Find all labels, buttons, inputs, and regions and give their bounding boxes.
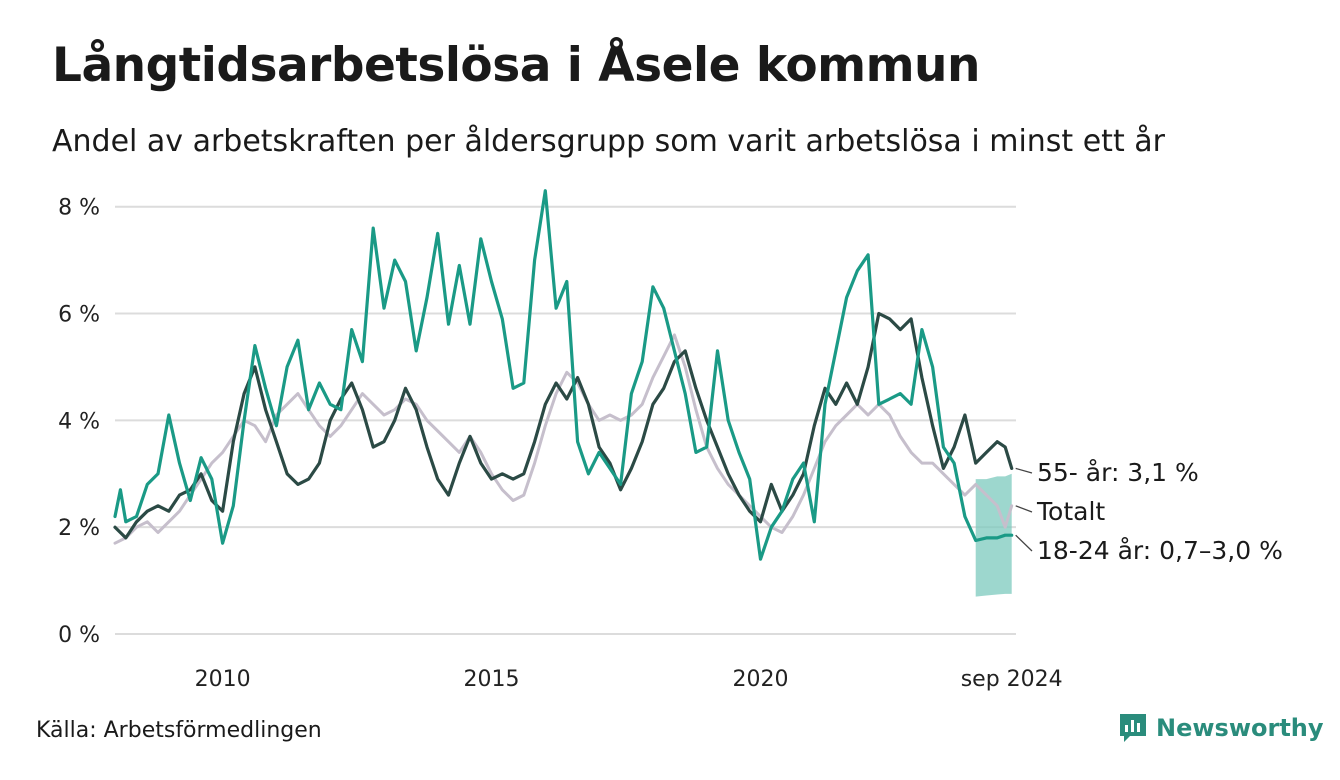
chart-title: Långtidsarbetslösa i Åsele kommun [52, 38, 980, 93]
brand-name: Newsworthy [1156, 714, 1324, 742]
label-layer: Totalt 55- år: 3,1 % 18-24 år: 0,7–3,0 % [1015, 458, 1283, 565]
series-line-2 [113, 189, 1014, 561]
x-tick-label: 2010 [195, 667, 251, 692]
youth-uncertainty-band [975, 473, 1012, 597]
x-tick-label: 2015 [464, 667, 520, 692]
band-layer [975, 473, 1012, 597]
x-tick-label: sep 2024 [961, 667, 1063, 692]
series-label-leader [1015, 505, 1033, 513]
series-end-label: Totalt [1036, 497, 1105, 526]
y-tick-label: 6 % [58, 303, 100, 328]
series-layer [113, 189, 1014, 561]
series-label-leader [1015, 467, 1033, 474]
y-tick-label: 2 % [58, 516, 100, 541]
brand-logo[interactable]: Newsworthy [1118, 712, 1324, 744]
series-line-0 [113, 333, 1014, 545]
series-label-leader [1015, 534, 1033, 552]
chart-subtitle: Andel av arbetskraften per åldersgrupp s… [52, 124, 1165, 159]
x-tick-label: 2020 [732, 667, 788, 692]
y-tick-label: 4 % [58, 409, 100, 434]
series-line-1 [113, 311, 1014, 540]
source-note: Källa: Arbetsförmedlingen [36, 718, 322, 743]
y-tick-label: 8 % [58, 196, 100, 221]
grid-layer: 0 % 2 % 4 % 6 % 8 % 2010 2015 2020 sep 2024 [58, 196, 1063, 692]
line-chart: 0 % 2 % 4 % 6 % 8 % 2010 2015 2020 sep 2024 Tota… [58, 189, 1283, 692]
newsworthy-logo-icon [1120, 714, 1146, 742]
series-end-label: 55- år: 3,1 % [1037, 458, 1199, 487]
series-end-label: 18-24 år: 0,7–3,0 % [1037, 536, 1283, 565]
y-tick-label: 0 % [58, 623, 100, 648]
